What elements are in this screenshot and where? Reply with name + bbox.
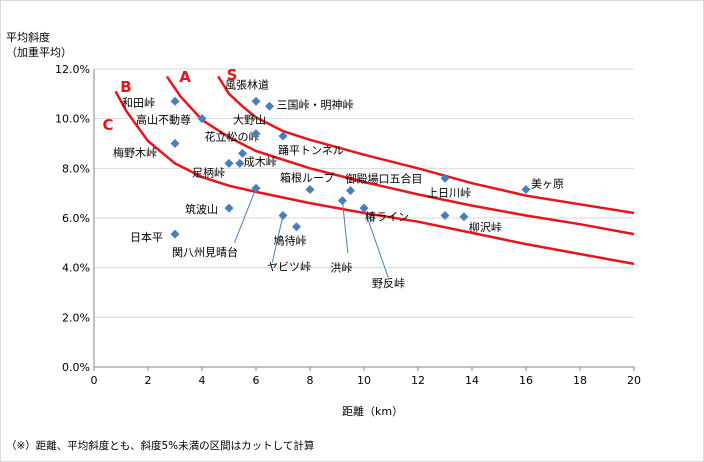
- data-point: [251, 96, 261, 106]
- data-point-label: 御殿場口五合目: [346, 172, 423, 186]
- data-point-label: 三国峠・明神峠: [277, 97, 354, 111]
- data-point-label: 踊平トンネル: [278, 144, 344, 157]
- x-tick-label: 16: [519, 374, 533, 387]
- data-point-label: 成木峠: [244, 154, 277, 168]
- data-point: [251, 129, 261, 139]
- curve-a: [165, 75, 635, 236]
- data-point-label: 梅野木峠: [113, 146, 157, 160]
- x-tick-label: 2: [145, 374, 152, 387]
- leader-line: [233, 188, 257, 244]
- data-point-label: 大野山: [233, 113, 266, 127]
- x-tick-label: 14: [465, 374, 479, 387]
- data-point: [170, 139, 180, 148]
- data-point: [359, 203, 369, 213]
- data-point-label: 足柄峠: [192, 165, 225, 179]
- data-point: [170, 96, 180, 106]
- data-point-label: 野反峠: [372, 276, 405, 290]
- data-point-label: 柳沢峠: [469, 220, 502, 234]
- data-point-label: 和田峠: [122, 95, 155, 109]
- y-tick-label: 12.0%: [55, 63, 90, 76]
- x-tick-label: 12: [411, 374, 425, 387]
- data-point-label: ヤビツ峠: [267, 260, 311, 274]
- data-point-label: 関八州見晴台: [172, 245, 238, 259]
- data-point-label: 花立松の峠: [205, 129, 260, 143]
- data-point-label: 上日川峠: [427, 185, 471, 199]
- data-point: [251, 183, 261, 193]
- data-point-label: 椿ライン: [365, 211, 409, 224]
- footnote: （※）距離、平均斜度とも、斜度5%未満の区間はカットして計算: [6, 440, 315, 452]
- data-point: [346, 186, 355, 196]
- data-point: [521, 184, 531, 194]
- data-point: [235, 158, 245, 168]
- data-point: [440, 211, 450, 221]
- x-tick-label: 10: [357, 374, 371, 387]
- leader-line: [341, 200, 349, 253]
- data-point-label: 鳩待峠: [274, 234, 307, 248]
- leader-line: [271, 215, 284, 263]
- data-point: [238, 148, 247, 158]
- x-tick-label: 8: [307, 374, 314, 387]
- curve-label-s: S: [227, 66, 238, 84]
- data-point-label: 日本平: [130, 230, 163, 244]
- data-point: [278, 211, 288, 221]
- data-point: [170, 229, 180, 239]
- x-tick-label: 18: [573, 374, 587, 387]
- y-tick-label: 6.0%: [62, 212, 90, 225]
- data-point-label: 風張林道: [225, 77, 269, 91]
- x-tick-label: 6: [253, 374, 260, 387]
- curve-label-b: B: [120, 78, 131, 96]
- x-axis-label: 距離（km）: [342, 405, 404, 418]
- x-tick-label: 4: [199, 374, 206, 387]
- data-point-label: 美ヶ原: [531, 177, 564, 190]
- curve-label-a: A: [179, 68, 191, 86]
- leader-line: [363, 207, 389, 278]
- data-point: [224, 158, 234, 168]
- y-tick-label: 8.0%: [62, 162, 90, 175]
- data-point: [440, 173, 450, 183]
- curve-label-c: C: [102, 116, 113, 134]
- data-point: [292, 222, 301, 232]
- data-point: [337, 196, 347, 206]
- data-point-label: 洪峠: [330, 261, 352, 275]
- y-tick-label: 2.0%: [62, 311, 90, 324]
- data-point: [197, 114, 207, 124]
- data-point-label: 高山不動尊: [136, 113, 191, 127]
- data-point: [224, 203, 234, 213]
- y-tick-label: 4.0%: [62, 262, 90, 275]
- curve-s: [217, 75, 635, 215]
- data-point-label: 筑波山: [185, 202, 218, 216]
- data-point: [278, 131, 288, 141]
- curve-b: [114, 90, 635, 266]
- y-axis-label: 平均斜度 （加重平均）: [6, 31, 72, 59]
- data-point-label: 箱根ループ: [280, 170, 334, 184]
- x-tick-label: 0: [91, 374, 98, 387]
- x-tick-label: 20: [627, 374, 641, 387]
- data-point: [305, 184, 315, 194]
- data-point: [459, 212, 469, 222]
- data-point: [265, 101, 274, 111]
- y-tick-label: 10.0%: [55, 113, 90, 126]
- y-tick-label: 0.0%: [62, 361, 90, 374]
